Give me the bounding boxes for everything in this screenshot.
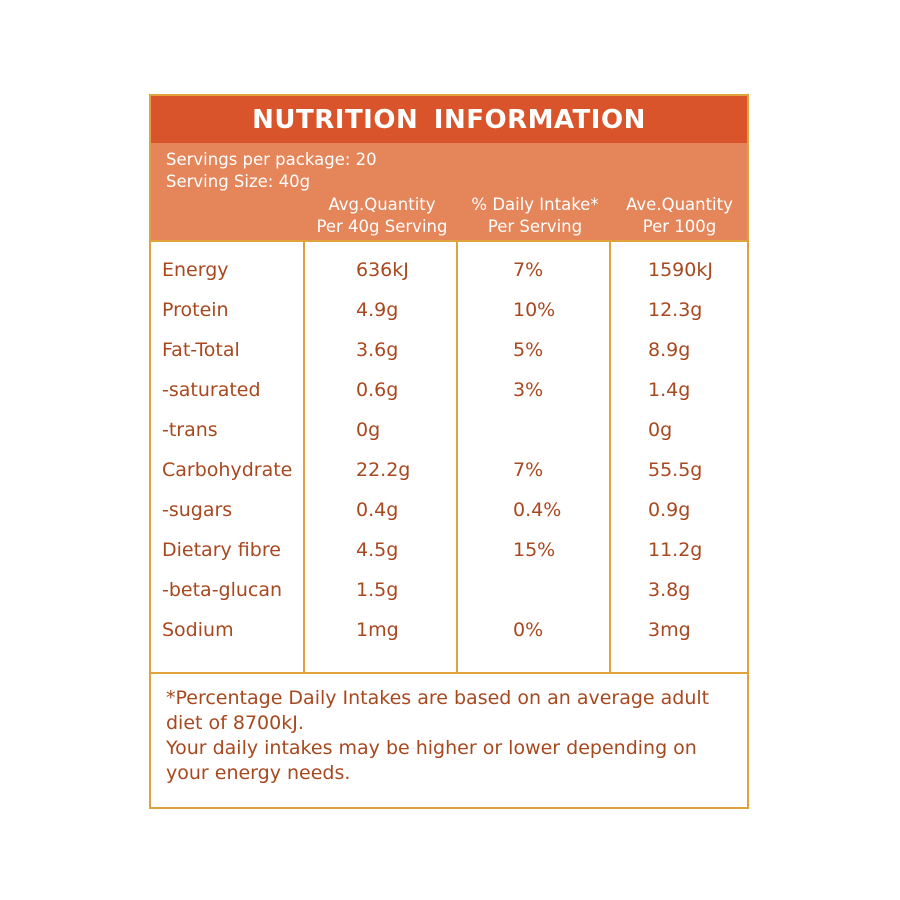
per-serving-value: 0.4g [356, 499, 399, 521]
table-row: -saturated 0.6g 3% 1.4g [151, 370, 747, 410]
per-serving-value: 1mg [356, 619, 399, 641]
header-divider [151, 240, 747, 242]
table-row: -trans 0g 0g [151, 410, 747, 450]
daily-intake-value: 3% [513, 379, 544, 401]
table-row: Dietary fibre 4.5g 15% 11.2g [151, 530, 747, 570]
daily-intake-value: 15% [513, 539, 556, 561]
panel-header: Servings per package: 20 Serving Size: 4… [151, 143, 747, 240]
column-header-line: Ave.Quantity [626, 195, 733, 214]
per-100g-value: 0g [648, 419, 673, 441]
column-header-line: % Daily Intake* [471, 195, 599, 214]
per-100g-value: 1590kJ [648, 259, 713, 281]
column-header-line: Per 40g Serving [316, 217, 448, 236]
table-row: Protein 4.9g 10% 12.3g [151, 290, 747, 330]
daily-intake-value: 5% [513, 339, 544, 361]
table-row: Carbohydrate 22.2g 7% 55.5g [151, 450, 747, 490]
table-row: -sugars 0.4g 0.4% 0.9g [151, 490, 747, 530]
per-100g-value: 12.3g [648, 299, 703, 321]
nutrient-name: Dietary fibre [162, 539, 281, 561]
nutrient-name: Carbohydrate [162, 459, 293, 481]
table-row: Energy 636kJ 7% 1590kJ [151, 250, 747, 290]
column-divider [456, 240, 458, 674]
per-serving-value: 4.5g [356, 539, 399, 561]
table-row: -beta-glucan 1.5g 3.8g [151, 570, 747, 610]
per-100g-value: 8.9g [648, 339, 691, 361]
per-serving-value: 636kJ [356, 259, 409, 281]
column-header-line: Avg.Quantity [328, 195, 436, 214]
per-serving-value: 0.6g [356, 379, 399, 401]
nutrient-name: -trans [162, 419, 218, 441]
per-serving-value: 0g [356, 419, 381, 441]
per-100g-value: 55.5g [648, 459, 703, 481]
nutrient-name: Sodium [162, 619, 234, 641]
table-row: Fat-Total 3.6g 5% 8.9g [151, 330, 747, 370]
per-100g-value: 1.4g [648, 379, 691, 401]
column-divider [609, 240, 611, 674]
table-row: Sodium 1mg 0% 3mg [151, 610, 747, 650]
nutrient-name: -sugars [162, 499, 233, 521]
daily-intake-value: 7% [513, 459, 544, 481]
servings-per-package: Servings per package: 20 [166, 150, 377, 169]
per-serving-value: 1.5g [356, 579, 399, 601]
column-header-per-100g: Ave.Quantity Per 100g [612, 194, 747, 238]
column-header-line: Per 100g [642, 217, 717, 236]
per-serving-value: 4.9g [356, 299, 399, 321]
per-serving-value: 3.6g [356, 339, 399, 361]
daily-intake-value: 0% [513, 619, 544, 641]
column-header-line: Per Serving [487, 217, 583, 236]
footnote: *Percentage Daily Intakes are based on a… [166, 686, 736, 786]
column-header-per-serving: Avg.Quantity Per 40g Serving [306, 194, 458, 238]
footnote-daily-intake-basis: *Percentage Daily Intakes are based on a… [166, 687, 710, 734]
daily-intake-value: 7% [513, 259, 544, 281]
per-serving-value: 22.2g [356, 459, 411, 481]
table-bottom-divider [151, 672, 747, 674]
nutrient-name: Fat-Total [162, 339, 240, 361]
nutrient-name: Protein [162, 299, 229, 321]
panel-title: NUTRITION INFORMATION [151, 96, 747, 143]
footnote-energy-needs: Your daily intakes may be higher or lowe… [166, 737, 697, 784]
per-100g-value: 3mg [648, 619, 691, 641]
per-100g-value: 11.2g [648, 539, 703, 561]
nutrient-name: Energy [162, 259, 229, 281]
serving-size: Serving Size: 40g [166, 172, 311, 191]
nutrient-name: -beta-glucan [162, 579, 283, 601]
daily-intake-value: 0.4% [513, 499, 562, 521]
column-divider [303, 240, 305, 674]
column-header-daily-intake: % Daily Intake* Per Serving [459, 194, 611, 238]
nutrition-panel: NUTRITION INFORMATION Servings per packa… [149, 94, 749, 809]
nutrient-name: -saturated [162, 379, 261, 401]
per-100g-value: 0.9g [648, 499, 691, 521]
daily-intake-value: 10% [513, 299, 556, 321]
per-100g-value: 3.8g [648, 579, 691, 601]
